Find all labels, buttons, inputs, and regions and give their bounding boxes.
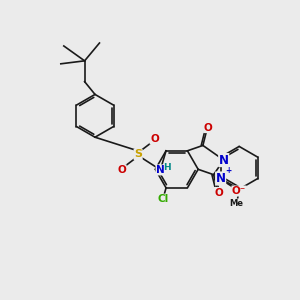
Text: O: O <box>117 165 126 175</box>
Text: N: N <box>216 172 226 185</box>
Text: Me: Me <box>229 199 243 208</box>
Text: O: O <box>214 188 223 197</box>
Text: O: O <box>150 134 159 144</box>
Text: Cl: Cl <box>158 194 169 204</box>
Text: N: N <box>219 154 229 166</box>
Text: N: N <box>156 165 165 175</box>
Text: +: + <box>225 166 231 175</box>
Text: S: S <box>134 149 142 160</box>
Text: O: O <box>204 123 212 133</box>
Text: O⁻: O⁻ <box>232 186 246 196</box>
Text: H: H <box>163 163 171 172</box>
